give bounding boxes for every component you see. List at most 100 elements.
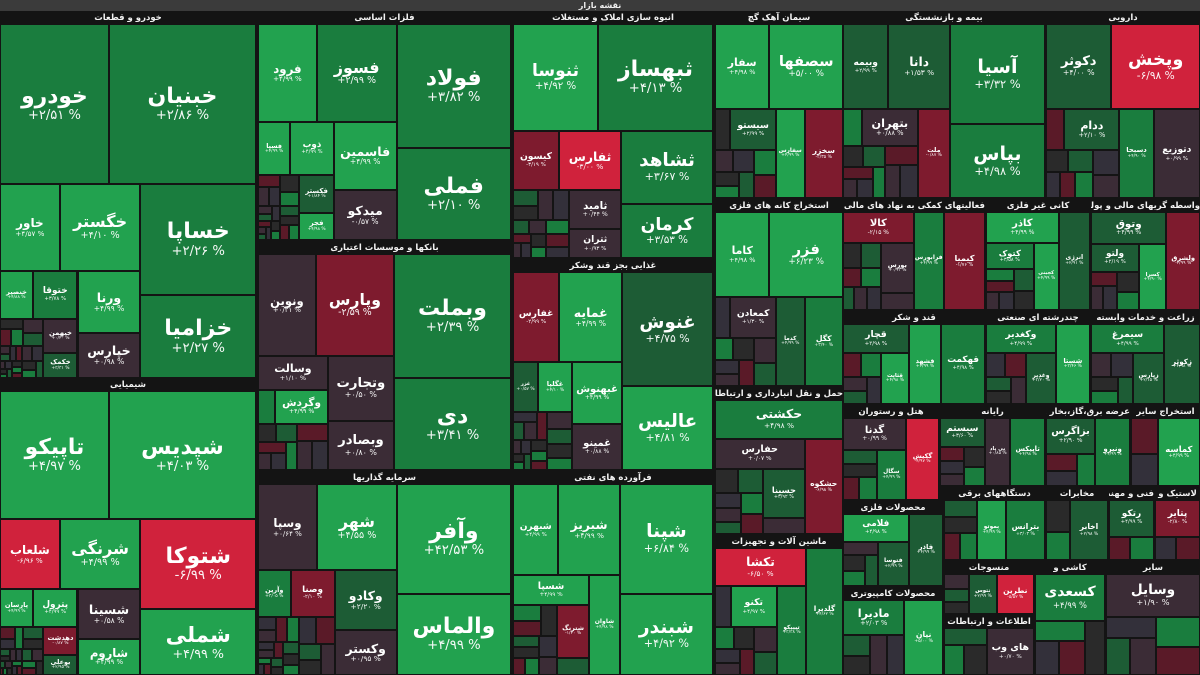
sector: رایانه تاپیکس +۴/۹۸ % پی پاد +۰/۸۵ % سیستم +۳/… [940,406,1045,486]
filler-tile [1116,272,1139,293]
stock-tile: والماس +۴/۹۹ % [396,593,511,675]
filler-tile [5,361,12,369]
stock-tile: حشکوه -۶/۹۸ % [804,438,843,534]
filler-tile [715,337,734,361]
filler-tile [715,172,740,186]
filler-tile [753,337,777,364]
sector-title: فعالیتهای کمکی به نهاد های مالی واسط [843,201,985,211]
filler-tile [524,453,531,470]
filler-tile [11,666,17,675]
filler-tile [861,267,882,288]
sector-title: واسطه گریهای مالی و پولی [1091,201,1200,211]
stock-name: غفارس [518,307,554,319]
filler-tile [540,605,558,636]
filler-tile [866,376,881,404]
filler-tile [1068,149,1093,173]
filler-tile [1035,621,1085,641]
filler-tile [271,221,281,232]
stock-name: وکادو [348,588,383,604]
stock-name: بموتو [983,524,1000,531]
stock-tile: تکشا -۶/۵۰ % [715,548,807,587]
sector-title: ماشین آلات و تجهیزات [731,537,827,547]
stock-name: گکیش [912,451,933,460]
stock-change: +۱/۱۰ % [279,374,307,383]
filler-tile [754,627,778,653]
filler-tile [843,571,866,586]
filler-tile [7,667,12,675]
stock-tile: فرود +۴/۹۹ % [258,24,317,122]
stock-change: -۱/۷۶ % [955,261,974,268]
stock-name: فتوسا [884,557,903,565]
stock-change: +۴/۹۸ % [974,164,1021,179]
stock-name: بتهران [871,116,909,130]
filler-tile [321,643,335,675]
stock-change: +۰/۴۴ % [582,210,608,218]
stock-tile: بزاگرس +۲/۹۰ % [1046,418,1096,454]
stock-name: خاور [16,216,44,231]
stock-change: +۲/۲۷ % [171,340,225,356]
filler-tile [32,345,44,361]
map-title: نقشه بازار [0,0,1200,11]
stock-name: خنصیر [6,287,27,296]
stock-change: +۱/۹۰ % [1136,597,1170,608]
stock-change: +۴/۹۹ % [919,260,938,266]
filler-tile [513,462,525,470]
stock-name: حسینا [771,485,796,496]
filler-tile [1059,172,1076,198]
filler-tile [22,369,36,378]
stock-name: سفارس [778,147,802,154]
stock-change: +۴/۹۹ % [273,74,302,84]
stock-name: تاپیکس [1015,444,1040,453]
stock-change: +۴/۹۸ % [1018,452,1037,458]
stock-name: خبنیان [147,83,218,109]
stock-change: +۵/۰۰ % [914,639,934,645]
stock-name: ولتو [1105,249,1125,260]
stock-change: +۰/۹۳ % [583,245,607,252]
filler-tile [280,175,300,192]
stock-change: +۰/۸۸ % [584,448,610,456]
filler-tile [285,442,297,470]
filler-tile [258,650,274,658]
stock-tile: ختوقا +۳/۷۸ % [32,271,78,319]
stock-change: +۲/۸۶ % [155,107,210,123]
filler-tile [537,412,548,440]
stock-change: +۴/۱۳ % [628,81,683,97]
stock-change: -۰/۵۷ % [351,216,379,226]
sector-title: کانی غیر فلزی [1006,201,1070,211]
stock-tile: مادیرا +۲/۰۳ % [843,600,905,635]
filler-tile [258,423,277,443]
filler-tile [1091,286,1104,310]
filler-tile [3,667,8,675]
sector: مخابرات اخابر +۲/۹۸ % [1046,488,1108,560]
stock-name: نطرین [1003,586,1028,596]
filler-tile [843,541,879,555]
filler-tile [530,451,548,461]
stock-tile: فجر +۴/۹۸ % [299,212,334,240]
stock-tile: شپدیس +۴/۰۳ % [108,391,256,520]
filler-tile [843,353,861,377]
stock-name: کماسه [1165,443,1193,454]
filler-tile [1046,109,1065,150]
sector: سایر وسایل +۱/۹۰ % [1106,562,1200,675]
stock-tile: اخابر +۲/۹۸ % [1070,500,1108,560]
sector: دستگاههای برقی بترانس +۳/۰۴ % بموتو +۴/۹۹ % [944,488,1045,560]
filler-tile [986,353,1006,377]
stock-tile: بتهران +۰/۸۸ % [861,108,918,147]
stock-change: +۲/۹۰ % [1058,438,1083,445]
stock-change: +۲/۱۵ % [1139,378,1158,384]
stock-tile: ولشرق -۲/۹۹ % [1166,212,1200,310]
stock-name: وسایل [1130,582,1176,599]
filler-tile [545,234,570,247]
filler-tile [298,643,322,661]
sector: ماشین آلات و تجهیزات گلدیرا +۴/۶۲ % تکشا -۶/… [715,536,843,675]
stock-change: -۲/۱۰ % [303,594,322,601]
stock-name: ددام [1080,118,1104,132]
stock-tile: قشهد +۴/۹۹ % [908,324,942,404]
stock-change: +۴/۰۳ % [155,458,210,474]
filler-tile [298,660,322,675]
stock-name: وسپا [273,515,302,530]
stock-change: -۶/۹۹ % [174,567,222,583]
sector-title: سایر [1142,563,1164,573]
stock-change: +۰/۶۴ % [273,528,302,538]
stock-tile: غمایه +۴/۹۹ % [559,272,623,363]
